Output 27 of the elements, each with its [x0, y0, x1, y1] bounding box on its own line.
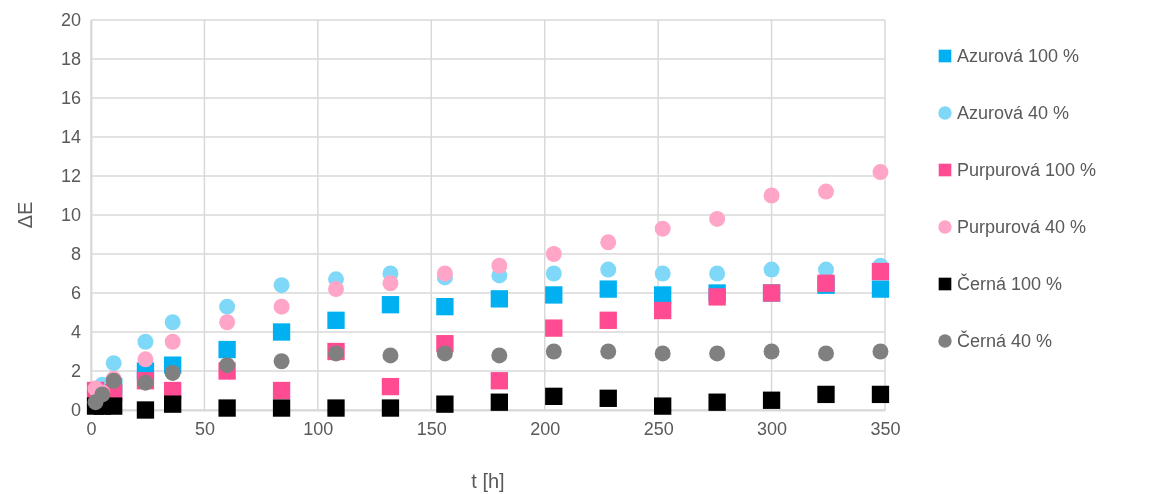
x-tick-label: 100	[303, 418, 334, 439]
legend-label: Purpurová 40 %	[957, 217, 1087, 237]
legend-label: Azurová 40 %	[957, 103, 1070, 123]
y-tick-label: 4	[70, 322, 81, 343]
y-tick-label: 20	[60, 10, 81, 31]
y-tick-label: 0	[70, 400, 81, 421]
x-axis-title: t [h]	[471, 470, 505, 492]
y-tick-label: 16	[60, 88, 81, 109]
x-tick-label: 150	[416, 418, 447, 439]
legend-label: Černá 100 %	[957, 273, 1063, 294]
y-tick-label: 18	[60, 49, 81, 70]
legend-label: Purpurová 100 %	[957, 160, 1097, 180]
x-tick-label: 0	[86, 418, 97, 439]
y-tick-label: 12	[60, 166, 81, 187]
y-tick-label: 14	[60, 127, 81, 148]
legend-label: Azurová 100 %	[957, 46, 1080, 66]
y-axis-title: ΔE	[14, 201, 36, 229]
x-tick-label: 350	[870, 418, 901, 439]
y-tick-label: 8	[70, 244, 81, 265]
y-tick-label: 10	[60, 205, 81, 226]
y-tick-label: 2	[70, 361, 81, 382]
x-tick-label: 300	[757, 418, 788, 439]
x-tick-label: 50	[194, 418, 215, 439]
x-tick-label: 200	[530, 418, 561, 439]
legend-label: Černá 40 %	[957, 330, 1053, 351]
x-tick-label: 250	[643, 418, 674, 439]
y-tick-label: 6	[70, 283, 81, 304]
